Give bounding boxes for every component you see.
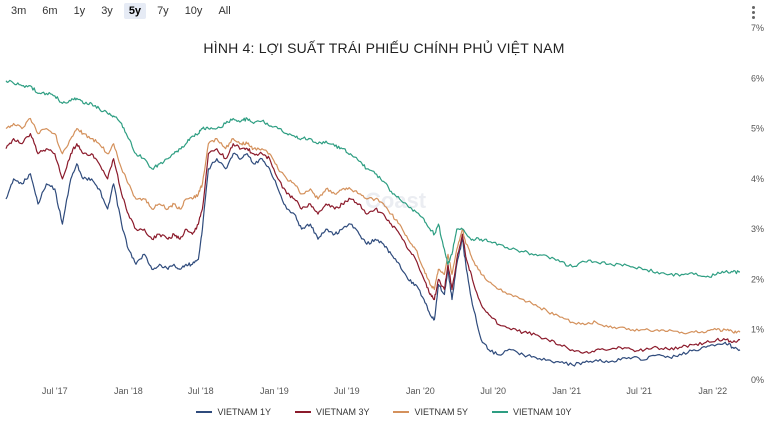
- chart-title: HÌNH 4: LỢI SUẤT TRÁI PHIẾU CHÍNH PHỦ VI…: [203, 40, 565, 56]
- x-tick-label: Jul '19: [334, 386, 360, 396]
- series-line-vietnam-5y: [5, 117, 741, 335]
- x-tick-label: Jul '17: [42, 386, 68, 396]
- legend-swatch: [492, 411, 508, 413]
- y-tick-label: 7%: [751, 23, 764, 33]
- legend-swatch: [196, 411, 213, 413]
- legend-item[interactable]: VIETNAM 10Y: [492, 407, 572, 417]
- chart-plot: 0% 1% 2% 3% 4% 5% 6% 7% Jul '17 Jan '18 Jul '18 Jan…: [5, 23, 764, 396]
- range-button-1y[interactable]: 1y: [69, 3, 91, 19]
- series-line-vietnam-10y: [5, 79, 740, 278]
- x-tick-label: Jan '21: [552, 386, 581, 396]
- y-tick-label: 5%: [751, 124, 764, 134]
- legend-item[interactable]: VIETNAM 1Y: [196, 407, 271, 417]
- y-tick-label: 4%: [751, 174, 764, 184]
- range-button-All[interactable]: All: [213, 3, 235, 19]
- range-button-5y[interactable]: 5y: [123, 3, 147, 19]
- legend-label: VIETNAM 1Y: [217, 407, 271, 417]
- y-tick-label: 6%: [751, 73, 764, 83]
- chart-legend: VIETNAM 1Y VIETNAM 3Y VIETNAM 5Y VIETNAM 10…: [0, 407, 768, 417]
- kebab-menu-icon[interactable]: [752, 6, 756, 20]
- legend-label: VIETNAM 5Y: [414, 407, 468, 417]
- range-button-3y[interactable]: 3y: [96, 3, 118, 19]
- legend-swatch: [294, 411, 311, 413]
- x-tick-label: Jul '20: [480, 386, 506, 396]
- range-button-7y[interactable]: 7y: [152, 3, 174, 19]
- x-tick-label: Jan '19: [260, 386, 289, 396]
- y-tick-label: 0%: [751, 375, 764, 385]
- range-button-3m[interactable]: 3m: [6, 3, 31, 19]
- range-button-6m[interactable]: 6m: [37, 3, 62, 19]
- range-selector: 3m 6m 1y 3y 5y 7y 10y All: [6, 3, 236, 19]
- legend-item[interactable]: VIETNAM 5Y: [393, 407, 468, 417]
- y-tick-label: 2%: [751, 274, 764, 284]
- legend-item[interactable]: VIETNAM 3Y: [294, 407, 370, 417]
- y-tick-label: 1%: [751, 325, 764, 335]
- x-tick-label: Jul '21: [626, 386, 652, 396]
- legend-label: VIETNAM 3Y: [315, 407, 370, 417]
- series-line-vietnam-1y: [5, 152, 741, 367]
- series-line-vietnam-3y: [5, 133, 741, 354]
- x-tick-label: Jan '20: [406, 386, 435, 396]
- x-tick-label: Jul '18: [188, 386, 214, 396]
- x-tick-label: Jan '18: [114, 386, 143, 396]
- range-button-10y[interactable]: 10y: [180, 3, 208, 19]
- legend-swatch: [393, 411, 410, 413]
- x-tick-label: Jan '22: [698, 386, 727, 396]
- legend-label: VIETNAM 10Y: [513, 407, 572, 417]
- y-tick-label: 3%: [751, 224, 764, 234]
